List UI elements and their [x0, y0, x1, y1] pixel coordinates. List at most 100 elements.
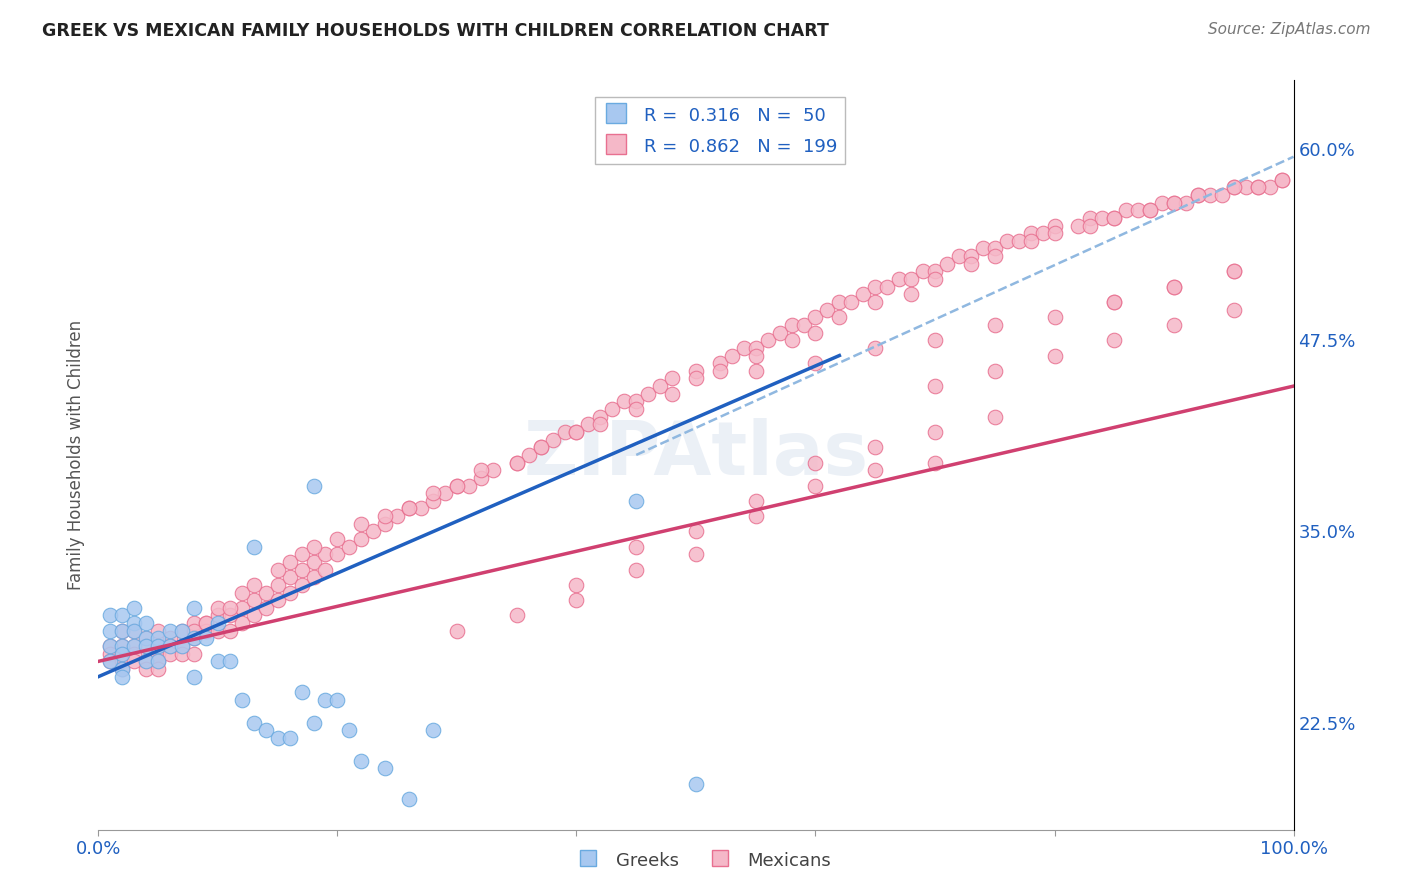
Legend: Greeks, Mexicans: Greeks, Mexicans: [568, 842, 838, 879]
Point: [924, 379, 946, 393]
Point: [554, 425, 576, 439]
Text: Source: ZipAtlas.com: Source: ZipAtlas.com: [1208, 22, 1371, 37]
Point: [1080, 219, 1102, 233]
Point: [1019, 226, 1042, 240]
Point: [135, 654, 157, 668]
Point: [565, 425, 588, 439]
Point: [780, 318, 803, 332]
Point: [195, 616, 218, 631]
Point: [506, 608, 529, 623]
Point: [865, 463, 887, 477]
Point: [1008, 234, 1031, 248]
Point: [195, 624, 218, 638]
Point: [302, 570, 325, 584]
Point: [648, 379, 672, 393]
Point: [111, 647, 134, 661]
Point: [111, 639, 134, 653]
Point: [517, 448, 540, 462]
Point: [243, 540, 266, 554]
Point: [159, 624, 181, 638]
Point: [135, 662, 157, 676]
Point: [207, 600, 229, 615]
Point: [135, 632, 157, 646]
Point: [172, 647, 194, 661]
Point: [291, 685, 314, 699]
Y-axis label: Family Households with Children: Family Households with Children: [66, 320, 84, 590]
Point: [626, 394, 648, 409]
Point: [841, 295, 863, 310]
Point: [470, 471, 492, 485]
Point: [804, 456, 827, 470]
Point: [111, 654, 134, 668]
Point: [159, 632, 181, 646]
Point: [1043, 219, 1066, 233]
Point: [98, 654, 122, 668]
Point: [1163, 195, 1185, 210]
Point: [458, 478, 481, 492]
Point: [721, 349, 744, 363]
Point: [422, 723, 444, 738]
Point: [326, 692, 349, 706]
Point: [1043, 310, 1066, 325]
Point: [960, 249, 983, 263]
Point: [1139, 203, 1161, 218]
Point: [350, 516, 373, 531]
Point: [995, 234, 1018, 248]
Point: [278, 585, 301, 599]
Point: [1271, 172, 1294, 186]
Point: [291, 563, 314, 577]
Point: [1223, 180, 1246, 194]
Point: [984, 249, 1007, 263]
Point: [745, 341, 768, 355]
Point: [148, 654, 170, 668]
Point: [231, 692, 253, 706]
Point: [578, 417, 600, 432]
Point: [793, 318, 815, 332]
Point: [1104, 211, 1126, 225]
Point: [111, 639, 134, 653]
Point: [267, 563, 290, 577]
Point: [1091, 211, 1114, 225]
Point: [411, 501, 433, 516]
Point: [1104, 333, 1126, 347]
Text: GREEK VS MEXICAN FAMILY HOUSEHOLDS WITH CHILDREN CORRELATION CHART: GREEK VS MEXICAN FAMILY HOUSEHOLDS WITH …: [42, 22, 830, 40]
Point: [291, 547, 314, 561]
Point: [984, 318, 1007, 332]
Point: [626, 540, 648, 554]
Point: [530, 440, 553, 454]
Point: [148, 662, 170, 676]
Point: [124, 654, 146, 668]
Point: [900, 272, 922, 286]
Point: [984, 242, 1007, 256]
Point: [302, 715, 325, 730]
Point: [302, 540, 325, 554]
Point: [637, 386, 659, 401]
Point: [924, 333, 946, 347]
Point: [243, 593, 266, 607]
Point: [936, 257, 959, 271]
Point: [278, 570, 301, 584]
Point: [398, 501, 420, 516]
Text: ZIPAtlas: ZIPAtlas: [523, 418, 869, 491]
Point: [709, 356, 731, 370]
Point: [565, 425, 588, 439]
Point: [124, 600, 146, 615]
Point: [254, 585, 277, 599]
Point: [183, 670, 205, 684]
Point: [98, 624, 122, 638]
Point: [374, 761, 396, 775]
Point: [124, 624, 146, 638]
Point: [972, 242, 994, 256]
Point: [756, 333, 779, 347]
Point: [98, 654, 122, 668]
Point: [111, 647, 134, 661]
Point: [159, 647, 181, 661]
Point: [124, 616, 146, 631]
Point: [278, 731, 301, 745]
Point: [865, 279, 887, 293]
Point: [339, 723, 361, 738]
Point: [195, 632, 218, 646]
Point: [374, 509, 396, 524]
Point: [159, 639, 181, 653]
Point: [626, 563, 648, 577]
